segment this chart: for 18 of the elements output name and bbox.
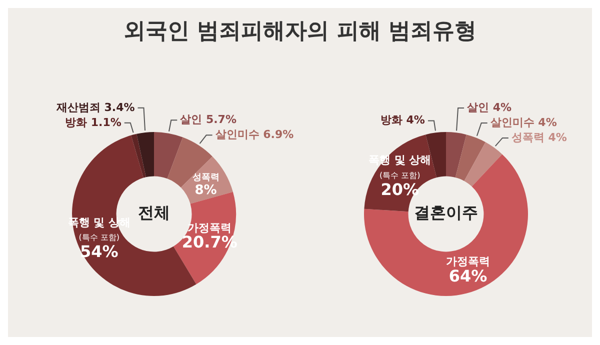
slice-label: 살인 4% — [466, 100, 512, 114]
slice-label: 살인 5.7% — [179, 113, 236, 126]
data-label: 20% — [380, 180, 420, 199]
slice-label: 성폭력 — [192, 172, 220, 183]
text: 전체 — [138, 203, 170, 222]
data-label: 8% — [194, 182, 217, 198]
slice-label: 살인미수 6.9% — [214, 128, 294, 142]
text: 결혼이주 — [414, 203, 478, 222]
slice-label: 방화 4% — [380, 114, 425, 127]
data-label: 54% — [80, 242, 118, 262]
data-label: 64% — [448, 266, 488, 286]
slice-label: 재산범죄 3.4% — [55, 100, 135, 114]
chart-title: 외국인 범죄피해자의 피해 범죄유형 — [122, 18, 478, 46]
slice-label: 가정폭력 — [188, 221, 232, 234]
slice-label: 가정폭력 — [446, 255, 490, 268]
slice-label: 성폭력 4% — [511, 130, 567, 144]
slice-label: 방화 1.1% — [65, 116, 122, 129]
slice-label: 살인미수 4% — [489, 116, 557, 129]
